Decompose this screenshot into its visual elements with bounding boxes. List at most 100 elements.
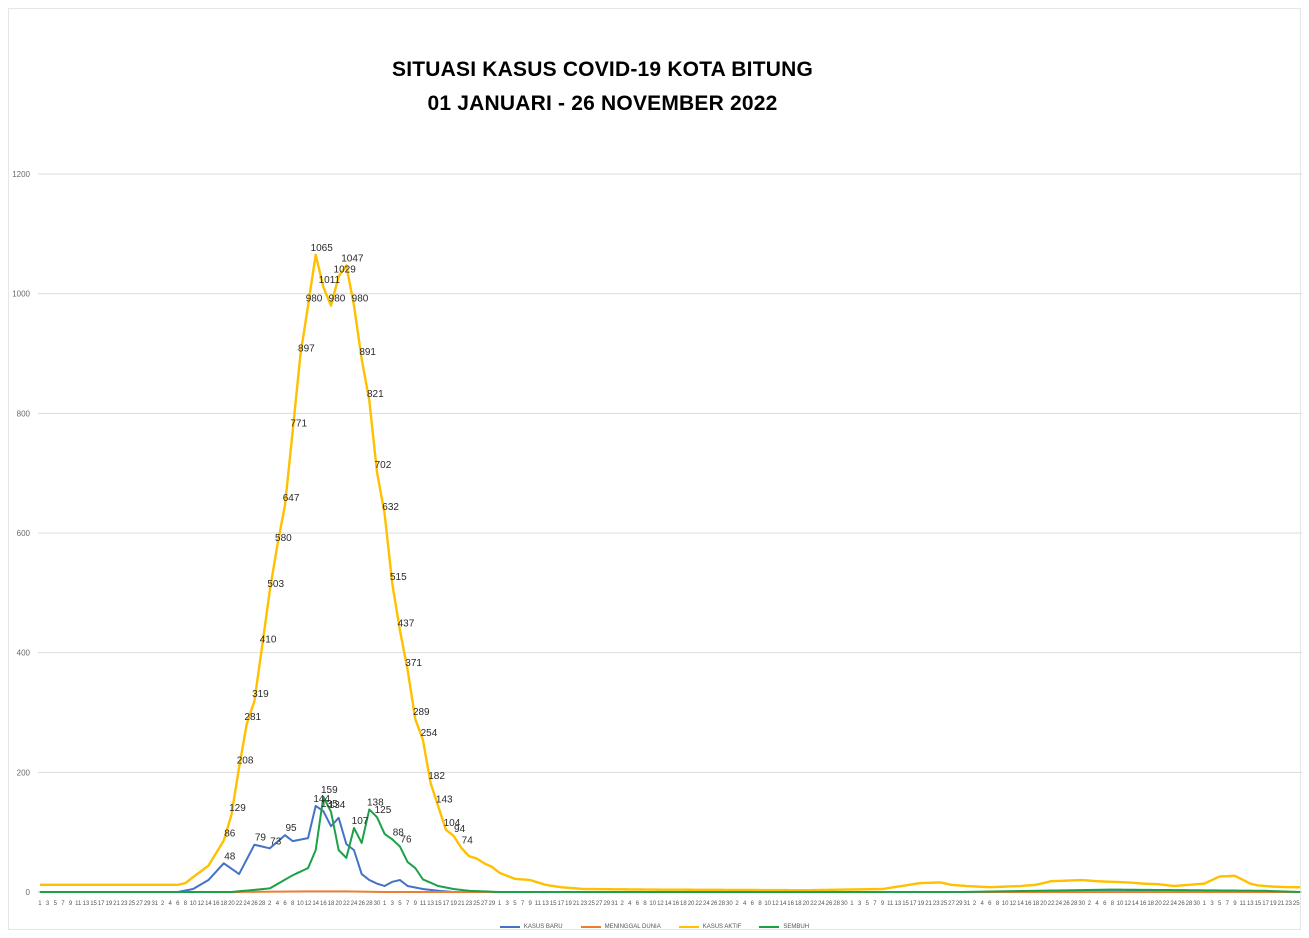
x-tick-label: 14 [780, 901, 787, 907]
x-tick-label: 9 [69, 901, 73, 907]
x-tick-label: 9 [1233, 901, 1237, 907]
x-tick-label: 13 [83, 901, 90, 907]
x-tick-label: 4 [743, 901, 747, 907]
legend-label: KASUS AKTIF [702, 924, 742, 930]
x-tick-label: 19 [1270, 901, 1277, 907]
data-label: 135 [321, 799, 338, 810]
x-tick-label: 18 [1147, 901, 1154, 907]
x-tick-label: 22 [1048, 901, 1055, 907]
x-tick-label: 19 [106, 901, 113, 907]
x-tick-label: 22 [1163, 901, 1170, 907]
x-tick-label: 17 [443, 901, 450, 907]
data-label: 632 [382, 502, 399, 513]
data-label: 129 [229, 803, 246, 814]
x-tick-label: 4 [276, 901, 280, 907]
x-tick-label: 22 [236, 901, 243, 907]
x-tick-label: 28 [259, 901, 266, 907]
x-tick-label: 9 [529, 901, 533, 907]
y-tick-label: 600 [17, 529, 31, 538]
x-tick-label: 26 [826, 901, 833, 907]
x-tick-label: 6 [636, 901, 640, 907]
legend-item-meninggal-dunia: MENINGGAL DUNIA [580, 924, 661, 930]
data-label: 515 [390, 572, 407, 583]
x-tick-label: 1 [38, 901, 42, 907]
x-tick-label: 26 [1178, 901, 1185, 907]
x-tick-label: 3 [391, 901, 395, 907]
x-tick-label: 18 [1032, 901, 1039, 907]
data-label: 104 [444, 818, 461, 829]
x-tick-label: 9 [414, 901, 418, 907]
series-lines [39, 253, 1301, 893]
x-tick-label: 30 [726, 901, 733, 907]
x-tick-label: 20 [335, 901, 342, 907]
series-line-kasus-aktif [39, 253, 1301, 892]
x-tick-label: 21 [1278, 901, 1285, 907]
x-tick-label: 7 [61, 901, 65, 907]
data-label: 1011 [319, 275, 341, 286]
x-tick-label: 7 [521, 901, 525, 907]
data-label: 980 [329, 294, 346, 305]
chart-frame [8, 8, 1301, 930]
x-tick-label: 25 [473, 901, 480, 907]
x-tick-label: 30 [841, 901, 848, 907]
x-tick-label: 2 [161, 901, 165, 907]
x-tick-label: 26 [358, 901, 365, 907]
x-tick-label: 18 [220, 901, 227, 907]
x-tick-label: 19 [565, 901, 572, 907]
x-tick-label: 28 [1186, 901, 1193, 907]
x-tick-label: 15 [902, 901, 909, 907]
x-tick-label: 23 [466, 901, 473, 907]
x-tick-label: 28 [366, 901, 373, 907]
chart-subtitle: 01 JANUARI - 26 NOVEMBER 2022 [427, 92, 778, 115]
legend-swatch [580, 926, 601, 928]
x-tick-label: 12 [1009, 901, 1016, 907]
data-label: 771 [290, 419, 307, 430]
data-label: 134 [329, 800, 346, 811]
x-tick-label: 23 [121, 901, 128, 907]
x-tick-label: 6 [283, 901, 287, 907]
x-tick-label: 11 [535, 901, 542, 907]
x-tick-label: 11 [887, 901, 894, 907]
legend-item-kasus-baru: KASUS BARU [499, 924, 563, 930]
legend-item-sembuh: SEMBUH [759, 924, 809, 930]
data-label: 94 [454, 824, 466, 835]
x-tick-label: 21 [925, 901, 932, 907]
x-tick-label: 10 [297, 901, 304, 907]
data-label: 107 [352, 816, 369, 827]
x-tick-label: 3 [1210, 901, 1214, 907]
x-tick-label: 29 [956, 901, 963, 907]
x-tick-label: 10 [1002, 901, 1009, 907]
x-tick-label: 17 [557, 901, 564, 907]
x-tick-label: 1 [850, 901, 854, 907]
x-tick-label: 8 [758, 901, 762, 907]
x-tick-label: 25 [128, 901, 135, 907]
x-tick-label: 4 [168, 901, 172, 907]
x-tick-label: 12 [197, 901, 204, 907]
data-label: 980 [352, 294, 369, 305]
x-axis: 1 3 5 7 9 11 13 15 17 19 21 23 25 27 29 31 2 4 6 8 10 12 14 16 1… [38, 901, 1300, 907]
gridlines [38, 173, 1302, 893]
x-tick-label: 27 [136, 901, 143, 907]
x-tick-label: 8 [996, 901, 1000, 907]
data-label: 74 [462, 836, 474, 847]
x-tick-label: 21 [113, 901, 120, 907]
x-tick-label: 13 [427, 901, 434, 907]
x-tick-label: 14 [1132, 901, 1139, 907]
data-label: 897 [298, 343, 315, 354]
x-tick-label: 28 [833, 901, 840, 907]
y-axis: 0 200 400 600 800 1000 1200 [12, 170, 30, 897]
x-tick-label: 25 [941, 901, 948, 907]
x-tick-label: 27 [948, 901, 955, 907]
data-label: 254 [421, 728, 438, 739]
x-tick-label: 8 [1111, 901, 1115, 907]
x-tick-label: 13 [895, 901, 902, 907]
x-tick-label: 17 [910, 901, 917, 907]
x-tick-label: 25 [588, 901, 595, 907]
x-tick-label: 2 [1088, 901, 1092, 907]
x-tick-label: 17 [98, 901, 105, 907]
x-tick-label: 5 [1218, 901, 1222, 907]
x-tick-label: 3 [46, 901, 50, 907]
x-tick-label: 16 [787, 901, 794, 907]
x-tick-label: 14 [1017, 901, 1024, 907]
